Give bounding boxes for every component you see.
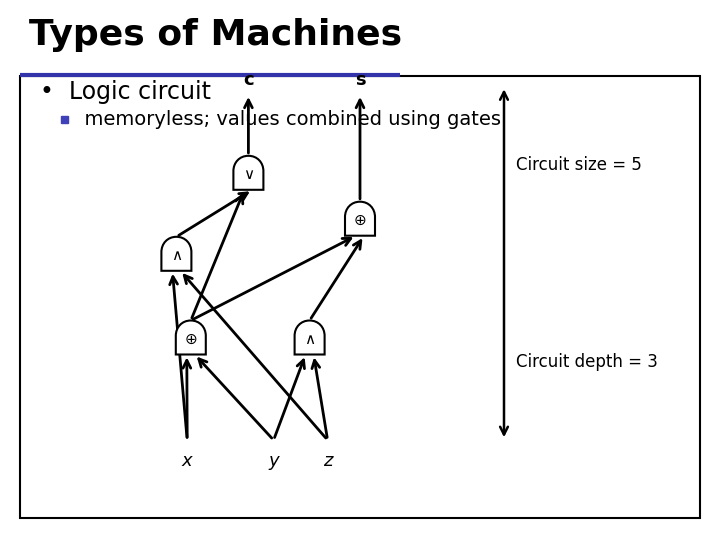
Text: ∧: ∧	[304, 332, 315, 347]
Text: Circuit size = 5: Circuit size = 5	[516, 156, 642, 174]
Text: ⊕: ⊕	[184, 332, 197, 347]
Text: Circuit depth = 3: Circuit depth = 3	[516, 353, 658, 370]
Text: z: z	[323, 452, 333, 470]
Text: s: s	[355, 71, 365, 89]
PathPatch shape	[294, 321, 325, 354]
Text: Types of Machines: Types of Machines	[29, 18, 402, 52]
Text: ∧: ∧	[171, 248, 182, 263]
Text: c: c	[243, 71, 253, 89]
PathPatch shape	[161, 237, 192, 271]
Text: memoryless; values combined using gates: memoryless; values combined using gates	[72, 110, 501, 130]
PathPatch shape	[233, 156, 264, 190]
Text: •  Logic circuit: • Logic circuit	[40, 80, 210, 104]
Text: y: y	[269, 452, 279, 470]
Text: x: x	[182, 452, 192, 470]
PathPatch shape	[176, 321, 206, 354]
Text: ∨: ∨	[243, 167, 254, 182]
Text: ⊕: ⊕	[354, 213, 366, 228]
Bar	[61, 117, 68, 123]
Bar	[20, 76, 700, 518]
PathPatch shape	[345, 202, 375, 235]
